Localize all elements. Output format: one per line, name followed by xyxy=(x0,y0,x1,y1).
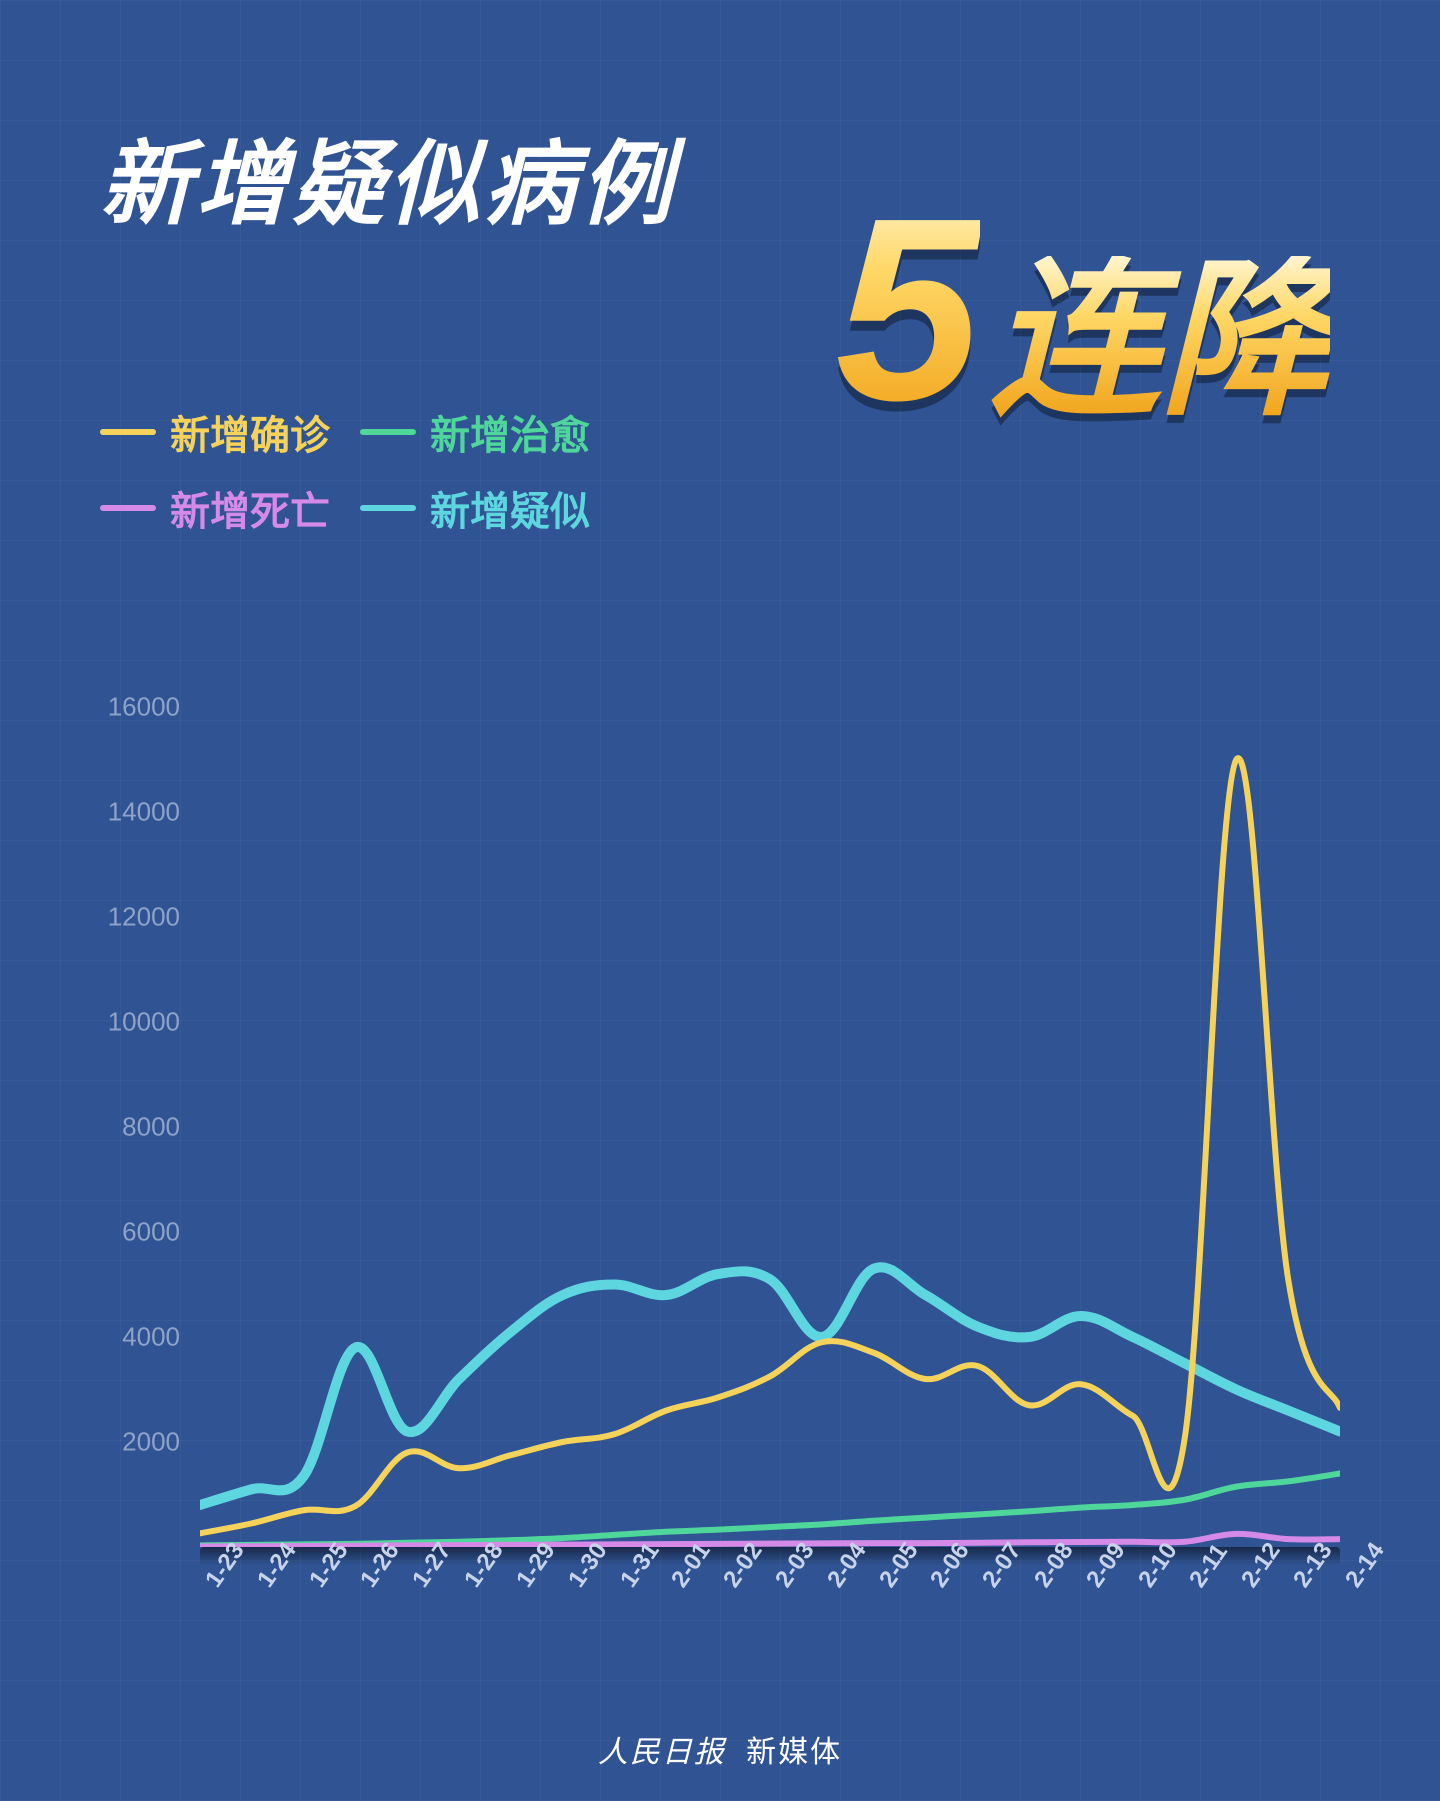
legend-item: 新增疑似 xyxy=(360,479,590,537)
legend-label: 新增疑似 xyxy=(430,479,590,537)
legend-label: 新增确诊 xyxy=(170,403,330,461)
legend: 新增确诊 新增治愈新增死亡 新增疑似 xyxy=(100,403,590,537)
x-tick: 2-08 xyxy=(1029,1577,1052,1593)
x-tick: 2-06 xyxy=(925,1577,948,1593)
x-tick: 2-01 xyxy=(666,1577,689,1593)
x-tick: 1-30 xyxy=(563,1577,586,1593)
legend-item: 新增治愈 xyxy=(360,403,590,461)
legend-swatch xyxy=(100,505,156,511)
y-tick: 12000 xyxy=(108,902,180,933)
plot-area xyxy=(200,707,1340,1547)
legend-swatch xyxy=(360,429,416,435)
x-tick: 1-27 xyxy=(407,1577,430,1593)
legend-label: 新增治愈 xyxy=(430,403,590,461)
y-tick: 8000 xyxy=(122,1112,180,1143)
headline: 5 连降 xyxy=(835,180,1330,440)
chart: 200040006000800010000120001400016000 1-2… xyxy=(100,707,1340,1627)
footer: 人民日报 新媒体 xyxy=(0,1727,1440,1771)
headline-suffix: 连降 xyxy=(990,256,1330,426)
x-tick: 1-29 xyxy=(511,1577,534,1593)
x-tick: 1-28 xyxy=(459,1577,482,1593)
chart-svg xyxy=(200,707,1340,1547)
footer-brand1: 人民日报 xyxy=(598,1736,726,1769)
headline-number: 5 xyxy=(835,180,980,440)
y-tick: 16000 xyxy=(108,692,180,723)
legend-swatch xyxy=(100,429,156,435)
x-tick: 2-13 xyxy=(1288,1577,1311,1593)
x-tick: 1-25 xyxy=(304,1577,327,1593)
y-tick: 6000 xyxy=(122,1217,180,1248)
legend-item: 新增死亡 xyxy=(100,479,330,537)
y-tick: 2000 xyxy=(122,1427,180,1458)
legend-item: 新增确诊 xyxy=(100,403,330,461)
content: 新增疑似病例 5 连降 新增确诊新增治愈新增死亡新增疑似 20004000600… xyxy=(0,0,1440,1627)
series-line xyxy=(200,1474,1340,1546)
x-tick: 2-03 xyxy=(770,1577,793,1593)
x-tick: 1-31 xyxy=(615,1577,638,1593)
y-axis: 200040006000800010000120001400016000 xyxy=(100,707,190,1547)
x-tick: 2-09 xyxy=(1081,1577,1104,1593)
x-tick: 1-23 xyxy=(200,1577,223,1593)
y-tick: 10000 xyxy=(108,1007,180,1038)
x-tick: 2-14 xyxy=(1340,1577,1363,1593)
x-axis: 1-23 1-24 1-25 1-26 1-27 1-28 1-29 1-30 1-31 2-01… xyxy=(200,1577,1340,1605)
y-tick: 4000 xyxy=(122,1322,180,1353)
series-line xyxy=(200,1267,1340,1505)
series-line xyxy=(200,758,1340,1533)
legend-swatch xyxy=(360,505,416,511)
x-tick: 2-05 xyxy=(874,1577,897,1593)
x-tick: 2-10 xyxy=(1133,1577,1156,1593)
x-tick: 1-24 xyxy=(252,1577,275,1593)
x-tick: 2-07 xyxy=(977,1577,1000,1593)
x-tick: 1-26 xyxy=(355,1577,378,1593)
x-tick: 2-02 xyxy=(718,1577,741,1593)
x-tick: 2-11 xyxy=(1184,1577,1207,1593)
y-tick: 14000 xyxy=(108,797,180,828)
legend-label: 新增死亡 xyxy=(170,479,330,537)
x-tick: 2-12 xyxy=(1236,1577,1259,1593)
footer-brand2: 新媒体 xyxy=(746,1736,842,1769)
x-tick: 2-04 xyxy=(822,1577,845,1593)
